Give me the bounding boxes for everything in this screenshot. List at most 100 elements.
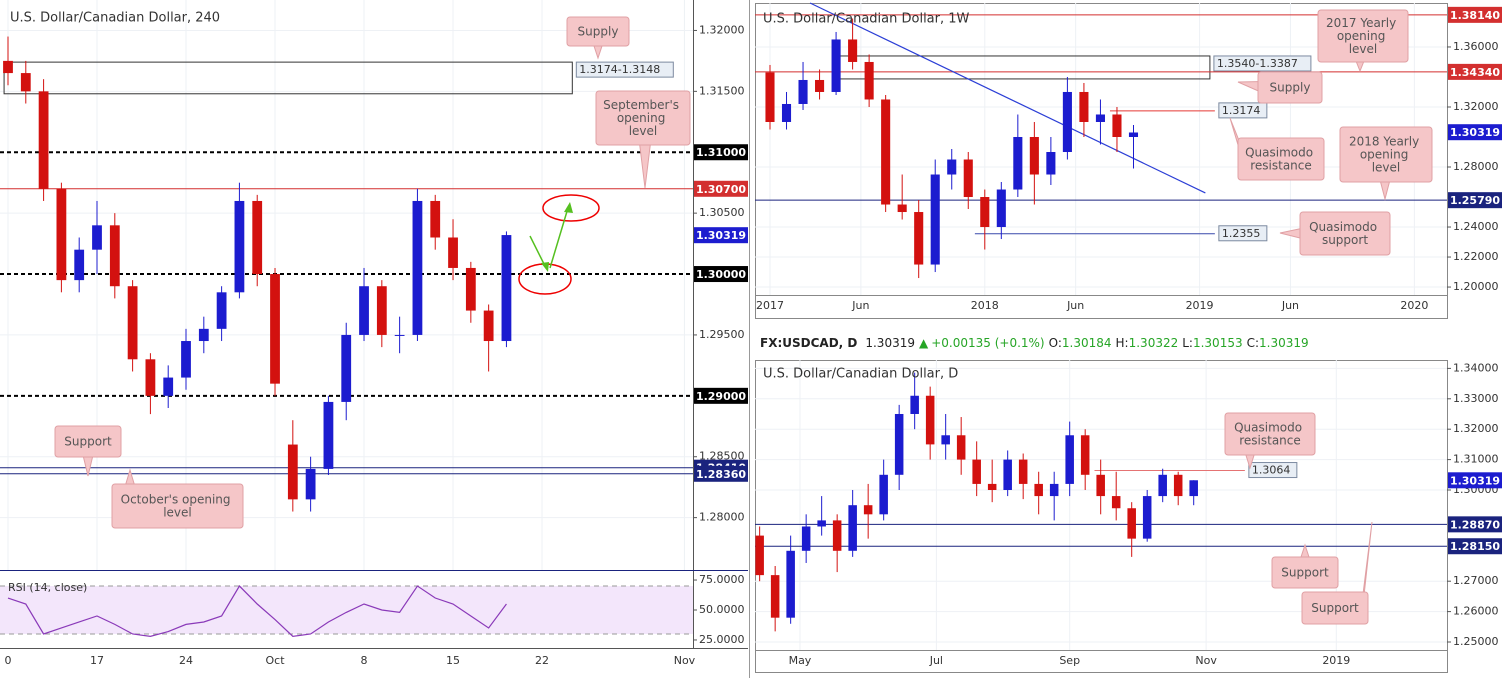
y-tick-label: 1.28000 [1453, 160, 1499, 173]
candle-body [305, 468, 316, 500]
callout-text: October's opening level [121, 492, 235, 519]
price-label: 1.31000 [696, 146, 746, 159]
x-tick-label: 0 [4, 654, 11, 667]
candle-body [815, 79, 825, 92]
candle-body [894, 413, 904, 475]
y-tick-label: 1.32000 [699, 23, 745, 36]
candle-body [1003, 459, 1012, 490]
candle-body [817, 520, 826, 527]
callout-text: September's opening level [603, 98, 683, 138]
candle-body [801, 526, 811, 551]
candle-body [881, 99, 891, 205]
candle-body [1158, 474, 1167, 497]
y-tick-label: 1.24000 [1453, 220, 1499, 233]
y-tick-label: 1.31500 [699, 84, 745, 97]
candle-body [270, 274, 280, 384]
x-tick-label: 15 [446, 654, 460, 667]
candle-body [181, 341, 191, 378]
candle-body [483, 310, 494, 342]
x-tick-label: 17 [90, 654, 104, 667]
y-tick-label: 50.0000 [699, 603, 745, 616]
callout-box [566, 16, 630, 47]
price-label: 1.30000 [696, 268, 746, 281]
rsi-line [7, 585, 507, 638]
candle-body [1095, 114, 1105, 122]
candle-body [925, 395, 935, 445]
candle-body [1128, 132, 1139, 137]
callout-text: Support [64, 434, 112, 448]
callout-text: 2017 Yearly opening level [1326, 16, 1400, 56]
y-tick-label: 1.29500 [699, 328, 745, 341]
price-label: 1.25790 [1450, 194, 1500, 207]
chart-title: U.S. Dollar/Canadian Dollar, 240 [10, 11, 220, 26]
candle-body [448, 237, 458, 268]
candle-body [864, 61, 874, 100]
zone-box [837, 55, 1211, 80]
callout-box [111, 483, 244, 529]
candle-body [1062, 91, 1072, 153]
candle-body [127, 286, 138, 360]
price-label-box [1448, 6, 1502, 23]
callout-box [1339, 126, 1433, 183]
callout-box [595, 90, 691, 146]
y-tick-label: 1.25000 [1453, 635, 1499, 648]
candle-body [359, 286, 369, 335]
y-tick-label: 1.31000 [1453, 453, 1499, 466]
x-tick-label: Jul [929, 654, 943, 667]
frames [0, 0, 1448, 678]
candle-body [1096, 474, 1105, 497]
candle-body [323, 401, 334, 469]
zone-label: 1.3540-1.3387 [1217, 57, 1298, 70]
ohlc-value: 1.30153 [1193, 336, 1243, 350]
ohlc-key: O: [1049, 336, 1062, 350]
level-label-box [1248, 462, 1298, 479]
candle-body [1142, 496, 1152, 539]
zone-box [3, 61, 573, 95]
candle-body [341, 334, 352, 402]
price-label: 1.28150 [1450, 540, 1500, 553]
candle-body [501, 235, 512, 342]
candle-body [798, 79, 808, 104]
price-label-box [694, 180, 748, 197]
price-label-box [1448, 63, 1502, 80]
price-label: 1.30319 [696, 229, 746, 242]
y-tick-label: 1.32000 [1453, 422, 1499, 435]
x-tick-label: 2019 [1322, 654, 1350, 667]
candle-body [465, 267, 476, 311]
candle-body [987, 483, 997, 490]
callout-box [1317, 9, 1409, 63]
candle-body [996, 189, 1006, 228]
callout-box [1224, 412, 1316, 456]
candle-body [163, 377, 174, 396]
symbol-info: FX:USDCAD, D 1.30319 ▲ +0.00135 (+0.1%) O:1.… [760, 336, 1309, 350]
candle-body [1029, 136, 1039, 175]
candle-body [56, 188, 67, 281]
candle-body [1013, 136, 1023, 190]
y-tick-label: 1.28000 [699, 511, 745, 524]
candle-body [145, 359, 156, 396]
price-label-box [694, 465, 748, 482]
arrow-head [541, 262, 549, 272]
level-label: 1.2355 [1222, 227, 1261, 240]
level-label: 1.3174 [1222, 104, 1261, 117]
callout-box [1237, 137, 1325, 181]
candle-body [930, 174, 940, 265]
rsi-band [0, 586, 693, 634]
arrow [549, 207, 569, 269]
y-tick-label: 1.30500 [699, 206, 745, 219]
candle-body [1189, 480, 1198, 497]
y-tick-label: 1.26000 [1453, 605, 1499, 618]
candle-body [980, 197, 990, 228]
candle-body [234, 200, 245, 293]
ohlc-key: H: [1116, 336, 1129, 350]
candle-body [3, 60, 13, 74]
x-tick-label: 2017 [756, 299, 784, 312]
chart-title: U.S. Dollar/Canadian Dollar, D [763, 367, 958, 382]
candle-body [1065, 435, 1074, 484]
callout-box [1271, 556, 1339, 589]
y-tick-label: 1.27000 [1453, 574, 1499, 587]
x-tick-label: Jun [1281, 299, 1299, 312]
x-tick-label: 2019 [1186, 299, 1214, 312]
zone-label-box [1213, 55, 1312, 72]
